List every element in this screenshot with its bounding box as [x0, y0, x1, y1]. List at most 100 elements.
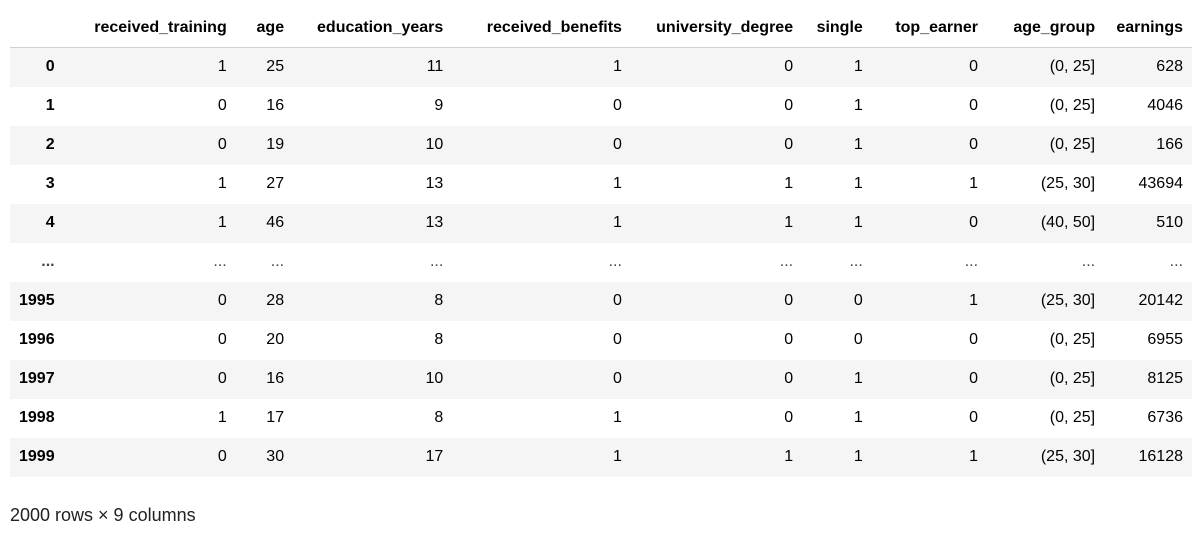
- cell-single: 1: [853, 370, 863, 387]
- cell-university-degree: 1: [784, 448, 794, 465]
- row-index: 1995: [19, 292, 55, 309]
- cell-single: 1: [853, 136, 863, 153]
- cell-earnings: 166: [1156, 136, 1183, 153]
- row-index: 1998: [19, 409, 55, 426]
- cell-university-degree: 1: [784, 214, 794, 231]
- row-index: ...: [41, 253, 55, 270]
- cell-received-benefits: 0: [613, 331, 622, 348]
- table-row: 1995 0 28 8 0 0 0 1 (25, 30] 20142: [10, 281, 1192, 321]
- column-header-received-benefits: received_benefits: [452, 9, 631, 48]
- cell-education-years: ...: [429, 253, 444, 270]
- cell-education-years: 13: [425, 214, 444, 231]
- cell-single: 1: [853, 448, 863, 465]
- cell-single: 1: [853, 214, 863, 231]
- cell-age-group: (25, 30]: [1040, 175, 1096, 192]
- table-row: 1998 1 17 8 1 0 1 0 (0, 25] 6736: [10, 399, 1192, 438]
- header-row: received_training age education_years re…: [10, 9, 1192, 48]
- cell-top-earner: 0: [969, 97, 979, 114]
- table-body: 0 1 25 11 1 0 1 0 (0, 25] 628 1 0 16 9 0 0 1 0 (0, 25] 4046…: [10, 47, 1192, 477]
- cell-earnings: 8125: [1147, 370, 1183, 387]
- cell-age-group: (0, 25]: [1049, 409, 1096, 426]
- cell-education-years: 10: [425, 136, 444, 153]
- cell-received-training: 0: [217, 448, 227, 465]
- column-header-top-earner: top_earner: [871, 9, 988, 48]
- table-row: 1999 0 30 17 1 1 1 1 (25, 30] 16128: [10, 437, 1192, 477]
- cell-age-group: (0, 25]: [1049, 331, 1096, 348]
- cell-single: 1: [853, 409, 863, 426]
- cell-university-degree: 0: [784, 58, 794, 76]
- cell-age: 27: [266, 175, 285, 192]
- cell-age: 25: [266, 58, 285, 76]
- column-header-age: age: [235, 9, 294, 48]
- column-header-index: [10, 9, 69, 48]
- cell-earnings: 16128: [1138, 448, 1184, 465]
- cell-earnings: 628: [1156, 58, 1183, 76]
- cell-received-benefits: 1: [613, 214, 622, 231]
- cell-age: 17: [266, 409, 285, 426]
- cell-university-degree: 0: [784, 409, 794, 426]
- row-index: 2: [45, 136, 55, 153]
- cell-top-earner: ...: [964, 253, 979, 270]
- cell-top-earner: 0: [969, 214, 979, 231]
- dataframe-shape-caption: 2000 rows × 9 columns: [10, 505, 196, 525]
- row-index: 4: [45, 214, 55, 231]
- cell-age: 28: [266, 292, 285, 309]
- cell-received-training: 0: [217, 136, 227, 153]
- cell-age: 19: [266, 136, 285, 153]
- cell-age: 16: [266, 97, 285, 114]
- column-header-education-years: education_years: [293, 9, 453, 48]
- cell-received-benefits: 1: [613, 409, 622, 426]
- cell-age: 30: [266, 448, 285, 465]
- cell-earnings: 6955: [1147, 331, 1183, 348]
- cell-earnings: 4046: [1147, 97, 1183, 114]
- cell-earnings: 20142: [1138, 292, 1184, 309]
- cell-received-training: 1: [217, 58, 227, 76]
- cell-received-training: 0: [217, 370, 227, 387]
- cell-education-years: 9: [434, 97, 444, 114]
- column-header-age-group: age_group: [987, 9, 1105, 48]
- cell-single: 1: [853, 97, 863, 114]
- cell-age: 16: [266, 370, 285, 387]
- table-row: 3 1 27 13 1 1 1 1 (25, 30] 43694: [10, 165, 1192, 204]
- row-index: 0: [45, 58, 55, 76]
- cell-single: 0: [853, 292, 863, 309]
- cell-university-degree: 0: [784, 292, 794, 309]
- row-index: 3: [45, 175, 55, 192]
- row-index: 1999: [19, 448, 55, 465]
- cell-education-years: 8: [434, 292, 444, 309]
- cell-single: 1: [853, 175, 863, 192]
- cell-top-earner: 0: [969, 331, 979, 348]
- cell-age-group: (0, 25]: [1049, 370, 1096, 387]
- cell-received-benefits: 0: [613, 97, 622, 114]
- cell-received-training: ...: [213, 253, 227, 270]
- cell-age: ...: [270, 253, 285, 270]
- cell-received-benefits: 0: [613, 136, 622, 153]
- cell-top-earner: 1: [969, 292, 979, 309]
- cell-education-years: 8: [434, 409, 444, 426]
- cell-education-years: 17: [425, 448, 444, 465]
- cell-earnings: 510: [1156, 214, 1183, 231]
- cell-university-degree: 0: [784, 136, 794, 153]
- cell-university-degree: 0: [784, 97, 794, 114]
- cell-earnings: 43694: [1138, 175, 1184, 192]
- column-header-university-degree: university_degree: [630, 9, 803, 48]
- cell-age-group: (0, 25]: [1049, 58, 1096, 76]
- cell-age-group: (0, 25]: [1049, 136, 1096, 153]
- cell-received-benefits: 1: [613, 175, 622, 192]
- cell-top-earner: 0: [969, 370, 979, 387]
- cell-education-years: 8: [434, 331, 444, 348]
- cell-university-degree: 0: [784, 331, 794, 348]
- cell-received-benefits: 1: [613, 58, 622, 76]
- column-header-earnings: earnings: [1104, 9, 1192, 48]
- table-row: 1997 0 16 10 0 0 1 0 (0, 25] 8125: [10, 359, 1192, 399]
- cell-age: 20: [266, 331, 285, 348]
- cell-received-training: 0: [217, 292, 227, 309]
- cell-received-benefits: ...: [608, 253, 622, 270]
- table-row: 1 0 16 9 0 0 1 0 (0, 25] 4046: [10, 87, 1192, 126]
- cell-received-training: 0: [217, 331, 227, 348]
- cell-age: 46: [266, 214, 285, 231]
- cell-single: 1: [853, 58, 863, 76]
- cell-university-degree: ...: [779, 253, 794, 270]
- cell-top-earner: 1: [969, 448, 979, 465]
- cell-earnings: ...: [1169, 253, 1183, 270]
